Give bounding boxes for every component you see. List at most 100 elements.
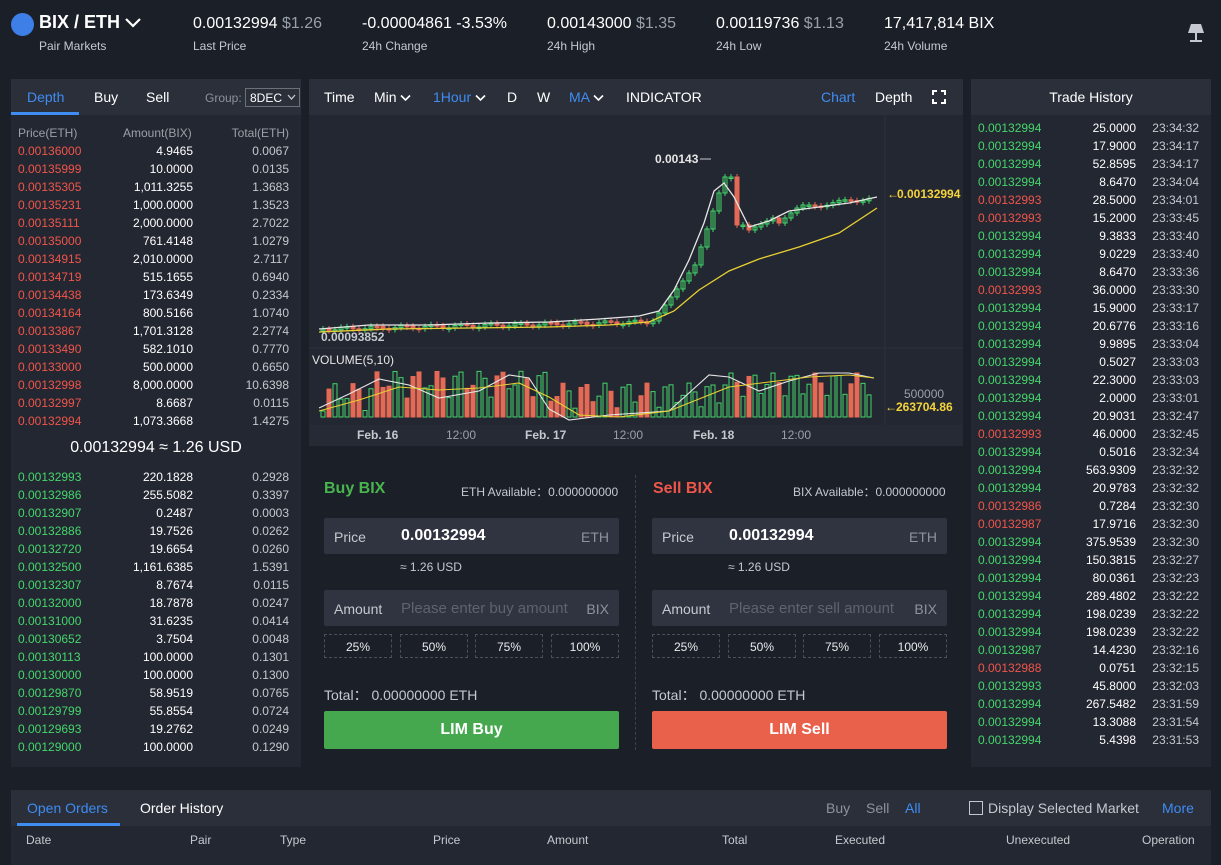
bid-row[interactable]: 0.00132500 1,161.6385 1.5391: [11, 560, 301, 578]
sell-25-button[interactable]: 25%: [652, 634, 720, 658]
ask-row[interactable]: 0.00133490 582.1010 0.7770: [11, 342, 301, 360]
bid-row[interactable]: 0.00132886 19.7526 0.0262: [11, 524, 301, 542]
buy-75-button[interactable]: 75%: [475, 634, 543, 658]
sell-100-button[interactable]: 100%: [879, 634, 947, 658]
bid-row[interactable]: 0.00132000 18.7878 0.0247: [11, 596, 301, 614]
buy-50-button[interactable]: 50%: [400, 634, 468, 658]
candle: [536, 324, 542, 327]
tab-buy[interactable]: Buy: [94, 89, 119, 105]
ask-row[interactable]: 0.00132997 8.6687 0.0115: [11, 396, 301, 414]
sell-amount-field[interactable]: Amount BIX: [652, 590, 947, 626]
lim-buy-button[interactable]: LIM Buy: [324, 711, 619, 749]
bid-row[interactable]: 0.00129870 58.9519 0.0765: [11, 686, 301, 704]
lim-sell-button[interactable]: LIM Sell: [652, 711, 947, 749]
bid-row[interactable]: 0.00129799 55.8554 0.0724: [11, 704, 301, 722]
bid-row[interactable]: 0.00129693 19.2762 0.0249: [11, 722, 301, 740]
trade-row: 0.00132994 289.4802 23:32:22: [971, 589, 1211, 607]
ask-row[interactable]: 0.00136000 4.9465 0.0067: [11, 144, 301, 162]
filter-all[interactable]: All: [905, 800, 921, 816]
bid-amount: 100.0000: [142, 668, 193, 682]
ask-amount: 2,000.0000: [132, 216, 193, 230]
tab-chart[interactable]: Chart: [821, 89, 856, 105]
tab-depth-chart[interactable]: Depth: [875, 89, 913, 105]
sell-price-value[interactable]: 0.00132994: [729, 527, 814, 544]
buy-25-button[interactable]: 25%: [324, 634, 392, 658]
pair-markets-label[interactable]: Pair Markets: [39, 39, 107, 53]
col-price: Price: [433, 833, 461, 847]
buy-amount-input[interactable]: [401, 598, 581, 618]
buy-price-value[interactable]: 0.00132994: [401, 527, 486, 544]
tool-ma[interactable]: MA: [569, 89, 604, 105]
ask-row[interactable]: 0.00133000 500.0000 0.6650: [11, 360, 301, 378]
tool-min[interactable]: Min: [374, 89, 412, 105]
trade-row: 0.00132994 375.9539 23:32:30: [971, 535, 1211, 553]
ask-row[interactable]: 0.00134438 173.6349 0.2334: [11, 288, 301, 306]
mid-price: 0.00132994 ≈ 1.26 USD: [70, 439, 242, 456]
lamp-icon[interactable]: [1187, 22, 1205, 44]
trade-row: 0.00132988 0.0751 23:32:15: [971, 661, 1211, 679]
tab-depth[interactable]: Depth: [27, 89, 65, 105]
bid-row[interactable]: 0.00130652 3.7504 0.0048: [11, 632, 301, 650]
tool-time[interactable]: Time: [324, 89, 355, 105]
pair-name[interactable]: BIX / ETH: [39, 12, 121, 32]
volume-bar: [506, 388, 512, 418]
trade-amount: 22.3000: [1092, 373, 1136, 387]
tool-indicator[interactable]: INDICATOR: [626, 89, 702, 105]
filter-buy[interactable]: Buy: [826, 800, 851, 816]
bid-row[interactable]: 0.00132907 0.2487 0.0003: [11, 506, 301, 524]
bid-price: 0.00132000: [18, 596, 82, 610]
ask-row[interactable]: 0.00133867 1,701.3128 2.2774: [11, 324, 301, 342]
trade-time: 23:32:23: [1152, 571, 1199, 585]
ask-row[interactable]: 0.00134719 515.1655 0.6940: [11, 270, 301, 288]
chevron-down-icon: [287, 94, 296, 100]
candle: [380, 325, 386, 330]
bid-row[interactable]: 0.00132720 19.6654 0.0260: [11, 542, 301, 560]
tab-sell[interactable]: Sell: [146, 89, 170, 105]
bid-row[interactable]: 0.00130113 100.0000 0.1301: [11, 650, 301, 668]
sell-amount-input[interactable]: [729, 598, 909, 618]
buy-100-button[interactable]: 100%: [551, 634, 619, 658]
ask-price: 0.00132997: [18, 396, 82, 410]
ask-total: 1.3523: [252, 198, 289, 212]
tool-interval[interactable]: 1Hour: [433, 89, 486, 105]
sell-50-button[interactable]: 50%: [728, 634, 796, 658]
change-value: -0.00004861 -3.53%: [362, 15, 507, 32]
trade-time: 23:32:27: [1152, 553, 1199, 567]
tab-open-orders[interactable]: Open Orders: [27, 800, 108, 816]
ask-row[interactable]: 0.00135111 2,000.0000 2.7022: [11, 216, 301, 234]
ask-row[interactable]: 0.00135305 1,011.3255 1.3683: [11, 180, 301, 198]
sell-75-button[interactable]: 75%: [803, 634, 871, 658]
group-select[interactable]: 8DEC: [245, 88, 300, 107]
trade-amount: 15.2000: [1092, 211, 1136, 225]
buy-amount-field[interactable]: Amount BIX: [324, 590, 619, 626]
ask-row[interactable]: 0.00135000 761.4148 1.0279: [11, 234, 301, 252]
fullscreen-icon[interactable]: [932, 90, 946, 104]
ask-row[interactable]: 0.00135231 1,000.0000 1.3523: [11, 198, 301, 216]
bid-row[interactable]: 0.00132307 8.7674 0.0115: [11, 578, 301, 596]
more-link[interactable]: More: [1162, 800, 1194, 816]
ask-row[interactable]: 0.00134915 2,010.0000 2.7117: [11, 252, 301, 270]
sell-price-field[interactable]: Price 0.00132994 ETH: [652, 518, 947, 554]
buy-price-field[interactable]: Price 0.00132994 ETH: [324, 518, 619, 554]
filter-sell[interactable]: Sell: [866, 800, 890, 816]
ask-row[interactable]: 0.00132994 1,073.3668 1.4275: [11, 414, 301, 432]
bid-row[interactable]: 0.00130000 100.0000 0.1300: [11, 668, 301, 686]
candlestick-chart[interactable]: 0.00143 0.00093852 ← 0.00132994 VOLUME(5…: [309, 115, 963, 446]
display-selected-label[interactable]: Display Selected Market: [988, 800, 1139, 816]
bid-row[interactable]: 0.00132986 255.5082 0.3397: [11, 488, 301, 506]
chevron-down-icon[interactable]: [124, 16, 142, 30]
tab-order-history[interactable]: Order History: [140, 800, 224, 816]
tool-week[interactable]: W: [537, 89, 551, 105]
ask-row[interactable]: 0.00135999 10.0000 0.0135: [11, 162, 301, 180]
trade-row: 0.00132994 198.0239 23:32:22: [971, 607, 1211, 625]
trade-amount: 8.6470: [1099, 265, 1136, 279]
bid-row[interactable]: 0.00129000 100.0000 0.1290: [11, 740, 301, 758]
bid-row[interactable]: 0.00132993 220.1828 0.2928: [11, 470, 301, 488]
ask-row[interactable]: 0.00132998 8,000.0000 10.6398: [11, 378, 301, 396]
bid-row[interactable]: 0.00131000 31.6235 0.0414: [11, 614, 301, 632]
tool-day[interactable]: D: [507, 89, 518, 105]
trade-row: 0.00132994 150.3815 23:32:27: [971, 553, 1211, 571]
ask-row[interactable]: 0.00134164 800.5166 1.0740: [11, 306, 301, 324]
candles-group: [320, 174, 872, 335]
display-selected-checkbox[interactable]: [969, 801, 983, 815]
